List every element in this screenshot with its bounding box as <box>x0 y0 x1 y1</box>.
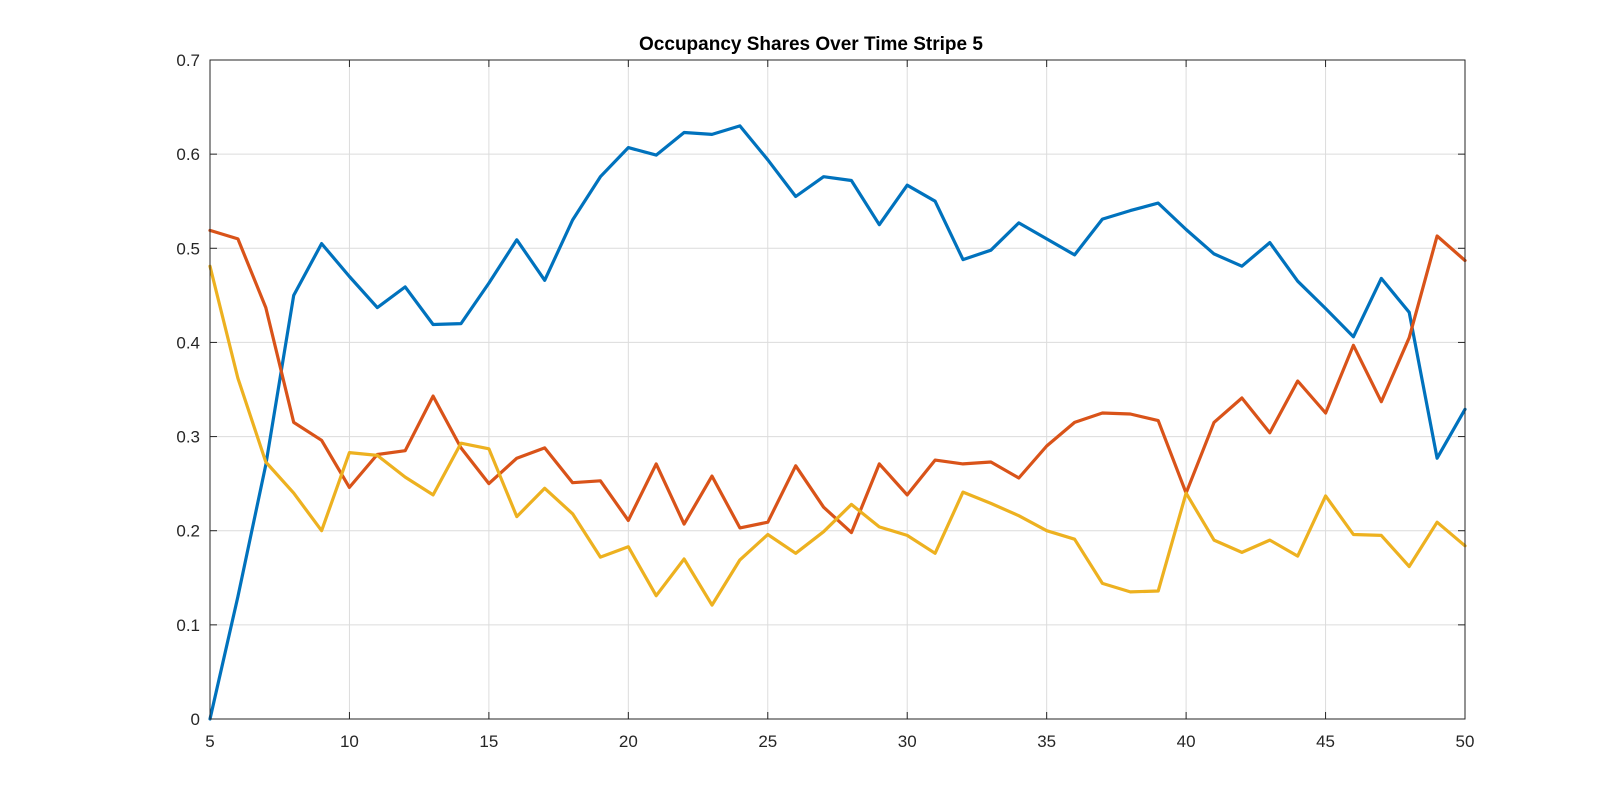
plot-area-frame <box>209 59 1466 720</box>
x-tick-label: 5 <box>205 732 214 751</box>
y-tick-label: 0.5 <box>176 239 200 258</box>
x-tick-label: 25 <box>758 732 777 751</box>
y-axis-tick-labels: 0 0.1 0.2 0.3 0.4 0.5 0.6 0.7 <box>176 51 200 729</box>
x-tick-label: 35 <box>1037 732 1056 751</box>
x-tick-label: 50 <box>1456 732 1475 751</box>
x-axis-tick-labels: 5 10 15 20 25 30 35 40 45 50 <box>205 732 1474 751</box>
series-group <box>208 124 1467 721</box>
series-line-3 <box>208 264 1467 607</box>
x-tick-label: 20 <box>619 732 638 751</box>
series-line-2 <box>208 228 1467 535</box>
y-tick-label: 0.2 <box>176 522 200 541</box>
x-tick-label: 10 <box>340 732 359 751</box>
chart-title: Occupancy Shares Over Time Stripe 5 <box>639 34 983 55</box>
x-tick-label: 40 <box>1177 732 1196 751</box>
y-tick-label: 0.7 <box>176 51 200 70</box>
series-line-1 <box>208 124 1467 721</box>
y-tick-label: 0.6 <box>176 145 200 164</box>
x-tick-label: 45 <box>1316 732 1335 751</box>
y-tick-label: 0.1 <box>176 616 200 635</box>
y-tick-label: 0.3 <box>176 428 200 447</box>
y-tick-label: 0 <box>191 710 200 729</box>
x-tick-label: 15 <box>479 732 498 751</box>
x-tick-label: 30 <box>898 732 917 751</box>
y-tick-label: 0.4 <box>176 333 200 352</box>
grid <box>209 59 1466 720</box>
tick-marks <box>209 59 1466 720</box>
